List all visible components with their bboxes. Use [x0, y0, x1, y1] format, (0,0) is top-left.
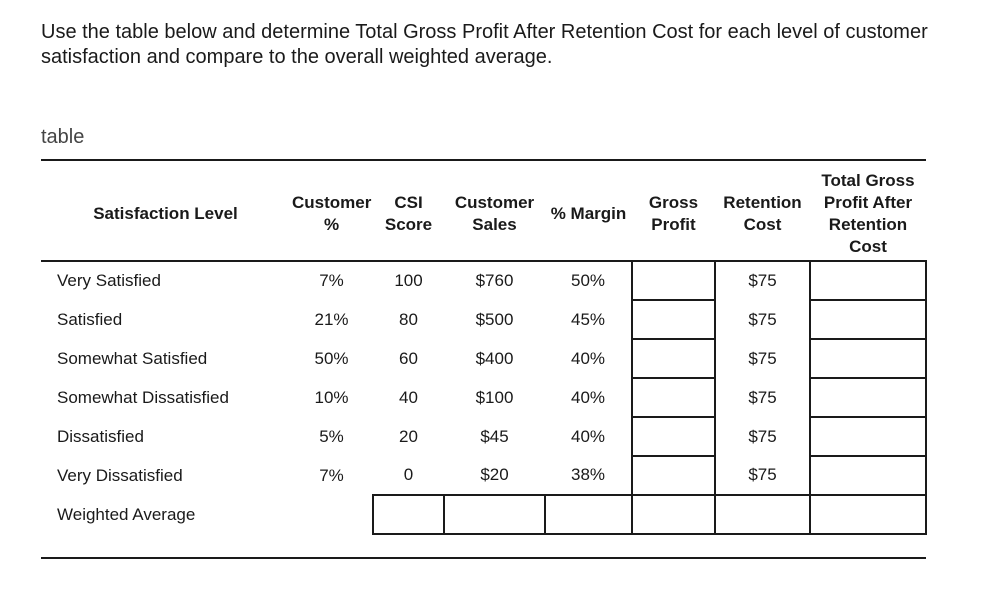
header-gross-profit: Gross Profit: [632, 168, 715, 262]
header-margin: % Margin: [545, 168, 632, 262]
cell-customer-pct: 50%: [314, 348, 349, 368]
wa-total-blank[interactable]: [809, 494, 927, 535]
header-satisfaction-level: Satisfaction Level: [41, 168, 290, 262]
top-rule: [41, 159, 926, 161]
cell-empty: [290, 495, 373, 534]
cell-sales: $760: [475, 271, 514, 290]
cell-total-blank[interactable]: [809, 377, 927, 418]
cell-total-blank[interactable]: [809, 416, 927, 457]
header-total-gross-profit: Total Gross Profit After Retention Cost: [810, 168, 926, 262]
header-row: Satisfaction Level Customer % CSI Score …: [41, 168, 926, 262]
cell-total-blank[interactable]: [809, 299, 927, 340]
cell-retention: $75: [714, 300, 811, 339]
wa-margin-blank[interactable]: [544, 494, 633, 535]
cell-gross-profit-blank[interactable]: [631, 416, 716, 457]
cell-customer-pct: 21%: [314, 309, 349, 329]
cell-csi: 0: [403, 465, 414, 484]
cell-margin: 40%: [570, 387, 606, 407]
question-text: Use the table below and determine Total …: [41, 21, 928, 68]
table-row: Very Satisfied 7% 100 $760 50% $75: [41, 260, 927, 301]
wa-sales-blank[interactable]: [443, 494, 546, 535]
cell-gross-profit-blank[interactable]: [631, 260, 716, 301]
cell-gross-profit-blank[interactable]: [631, 377, 716, 418]
cell-sales: $45: [480, 426, 509, 446]
cell-margin: 38%: [570, 465, 606, 484]
cell-margin: 45%: [570, 309, 606, 329]
table-row: Somewhat Satisfied 50% 60 $400 40% $75: [41, 338, 927, 379]
cell-csi: 80: [399, 309, 418, 329]
wa-retention-blank[interactable]: [714, 494, 811, 535]
bottom-rule: [41, 557, 926, 559]
table-row: Satisfied 21% 80 $500 45% $75: [41, 299, 927, 340]
header-customer-sales: Customer Sales: [444, 168, 545, 262]
cell-level: Somewhat Satisfied: [57, 348, 208, 368]
table-row: Very Dissatisfied 7% 0 $20 38% $75: [41, 455, 927, 496]
satisfaction-table: Satisfaction Level Customer % CSI Score …: [41, 168, 927, 535]
weighted-average-label: Weighted Average: [57, 504, 196, 524]
wa-gross-profit-blank[interactable]: [631, 494, 716, 535]
cell-csi: 60: [399, 348, 418, 368]
header-customer-pct: Customer %: [290, 168, 373, 262]
cell-customer-pct: 5%: [319, 426, 344, 446]
cell-margin: 40%: [570, 348, 606, 368]
weighted-average-row: Weighted Average: [41, 494, 927, 535]
cell-sales: $400: [475, 348, 514, 368]
cell-retention: $75: [714, 417, 811, 456]
cell-total-blank[interactable]: [809, 260, 927, 301]
cell-level: Very Dissatisfied: [57, 465, 183, 485]
cell-gross-profit-blank[interactable]: [631, 299, 716, 340]
table-row: Somewhat Dissatisfied 10% 40 $100 40% $7…: [41, 377, 927, 418]
cell-retention: $75: [714, 456, 811, 496]
cell-retention: $75: [714, 261, 811, 300]
cell-sales: $20: [480, 465, 509, 484]
wa-csi-blank[interactable]: [372, 494, 445, 535]
cell-level: Somewhat Dissatisfied: [57, 387, 229, 407]
cell-csi: 20: [399, 426, 418, 446]
cell-level: Satisfied: [57, 309, 123, 329]
cell-gross-profit-blank[interactable]: [631, 455, 716, 496]
cell-sales: $500: [475, 309, 514, 329]
cell-sales: $100: [475, 387, 514, 407]
cell-margin: 50%: [570, 271, 606, 290]
table-row: Dissatisfied 5% 20 $45 40% $75: [41, 416, 927, 457]
cell-gross-profit-blank[interactable]: [631, 338, 716, 379]
cell-level: Very Satisfied: [57, 271, 161, 290]
cell-csi: 40: [399, 387, 418, 407]
cell-margin: 40%: [570, 426, 606, 446]
header-csi-score: CSI Score: [373, 168, 444, 262]
cell-total-blank[interactable]: [809, 338, 927, 379]
table-caption: table: [41, 126, 85, 148]
cell-retention: $75: [714, 378, 811, 417]
cell-customer-pct: 7%: [319, 465, 344, 485]
cell-customer-pct: 7%: [319, 271, 344, 290]
cell-retention: $75: [714, 339, 811, 378]
cell-level: Dissatisfied: [57, 426, 144, 446]
cell-total-blank[interactable]: [809, 455, 927, 496]
header-retention-cost: Retention Cost: [715, 168, 810, 262]
cell-customer-pct: 10%: [314, 387, 349, 407]
cell-csi: 100: [394, 271, 423, 290]
